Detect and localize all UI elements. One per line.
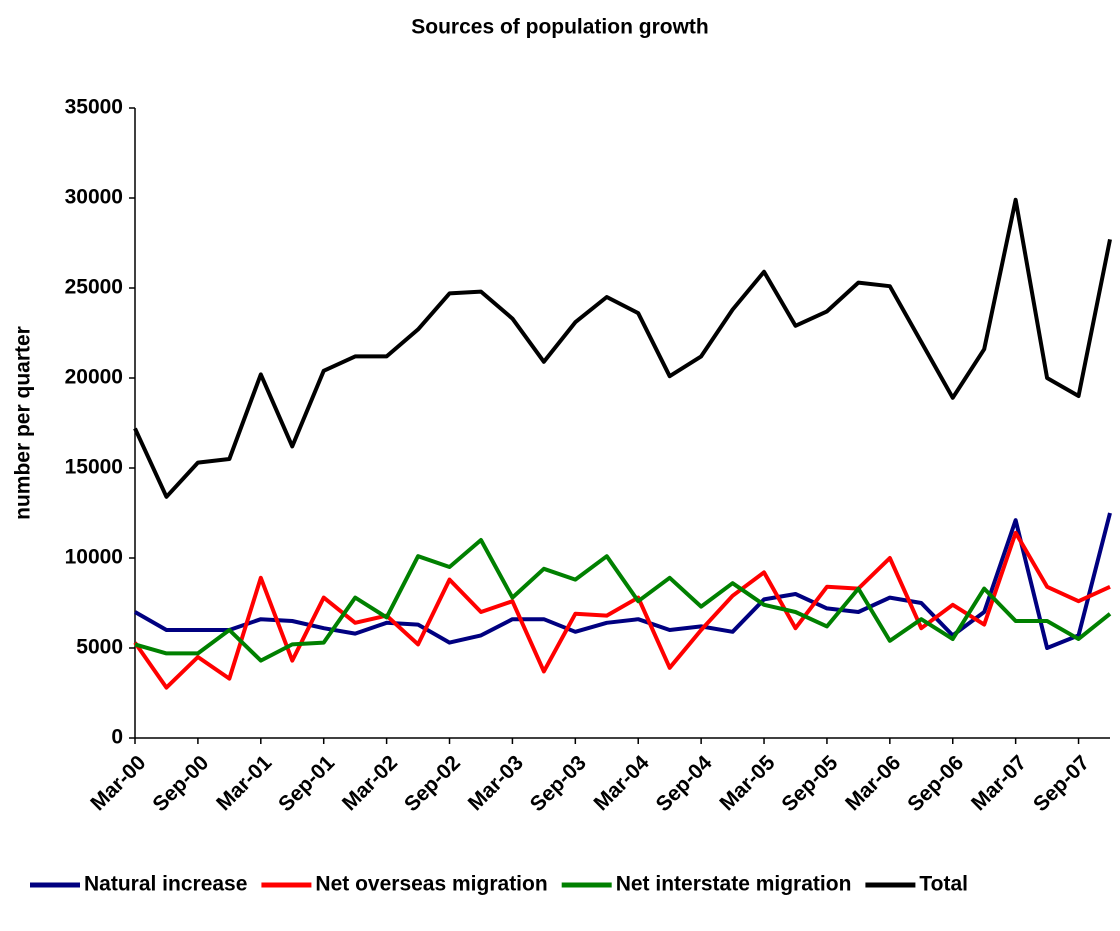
y-tick-label: 15000 <box>65 456 123 479</box>
y-axis-label: number per quarter <box>12 326 35 520</box>
x-tick-label: Mar-07 <box>967 751 1031 815</box>
x-tick-label: Sep-00 <box>148 751 213 816</box>
x-tick-label: Sep-07 <box>1029 751 1094 816</box>
x-tick-label: Mar-01 <box>212 751 276 815</box>
legend-label: Natural increase <box>84 873 247 896</box>
series-line <box>134 538 1112 663</box>
y-tick-label: 25000 <box>65 276 123 299</box>
y-tick-label: 5000 <box>76 636 123 659</box>
x-tick-label: Sep-02 <box>400 751 465 816</box>
x-tick-label: Mar-06 <box>841 751 905 815</box>
x-tick-label: Sep-04 <box>652 751 717 816</box>
y-tick-label: 10000 <box>65 546 123 569</box>
series-line <box>133 530 1111 690</box>
y-tick-label: 35000 <box>65 96 123 119</box>
y-tick-label: 0 <box>111 726 123 749</box>
x-tick-label: Mar-04 <box>590 751 654 815</box>
legend-label: Total <box>919 873 968 896</box>
series-line <box>133 197 1112 499</box>
x-tick-label: Mar-00 <box>86 751 150 815</box>
x-tick-label: Sep-05 <box>777 751 842 816</box>
x-tick-label: Mar-02 <box>338 751 402 815</box>
legend-label: Net overseas migration <box>315 873 547 896</box>
x-tick-label: Sep-03 <box>526 751 591 816</box>
legend-label: Net interstate migration <box>616 873 852 896</box>
x-tick-label: Sep-06 <box>903 751 968 816</box>
x-tick-label: Sep-01 <box>274 751 339 816</box>
y-tick-label: 30000 <box>65 186 123 209</box>
x-tick-label: Mar-05 <box>715 751 779 815</box>
series-line <box>134 512 1112 650</box>
x-tick-label: Mar-03 <box>464 751 528 815</box>
chart-title: Sources of population growth <box>411 16 709 39</box>
y-tick-label: 20000 <box>65 366 123 389</box>
